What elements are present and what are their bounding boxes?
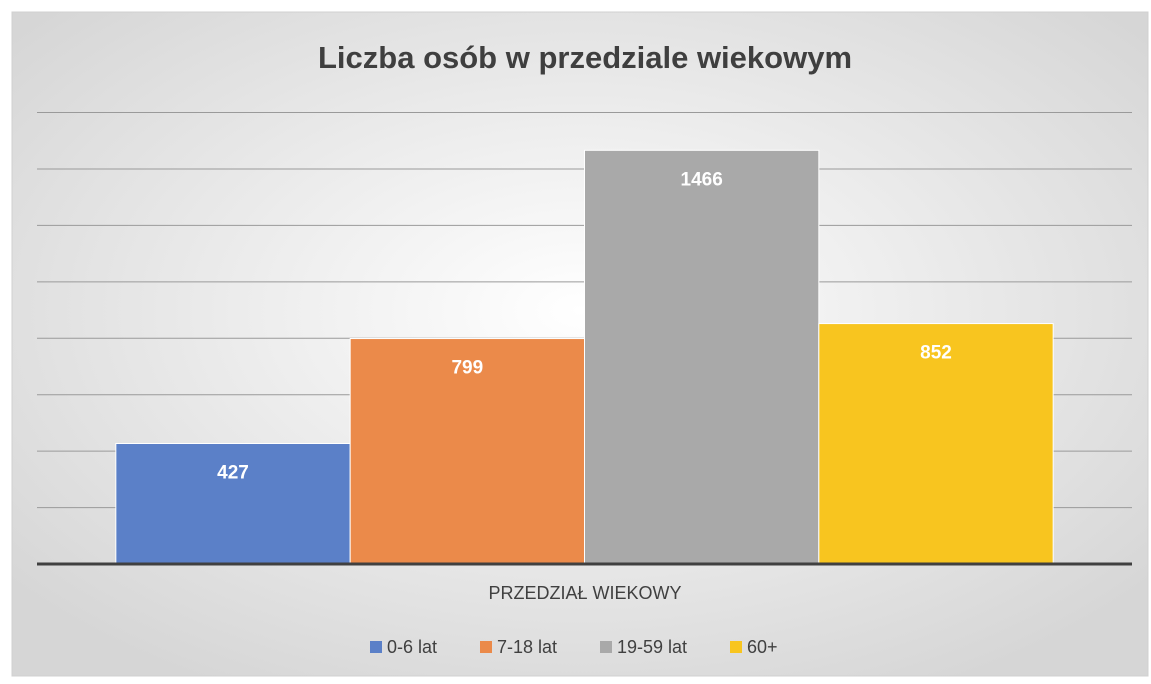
data-label: 852 [920, 343, 952, 364]
legend-swatch [370, 641, 382, 653]
chart-title: Liczba osób w przedziale wiekowym [318, 40, 852, 75]
bar [584, 149, 820, 565]
legend-label: 0-6 lat [387, 637, 437, 657]
data-label: 1466 [681, 169, 723, 190]
legend-label: 60+ [747, 637, 778, 657]
legend-swatch [480, 641, 492, 653]
bar [818, 323, 1054, 565]
legend-label: 19-59 lat [617, 637, 687, 657]
data-label: 799 [451, 358, 483, 379]
legend-label: 7-18 lat [497, 637, 557, 657]
legend-swatch [730, 641, 742, 653]
legend-swatch [600, 641, 612, 653]
data-label: 427 [217, 463, 249, 484]
x-axis-title: PRZEDZIAŁ WIEKOWY [488, 583, 681, 603]
